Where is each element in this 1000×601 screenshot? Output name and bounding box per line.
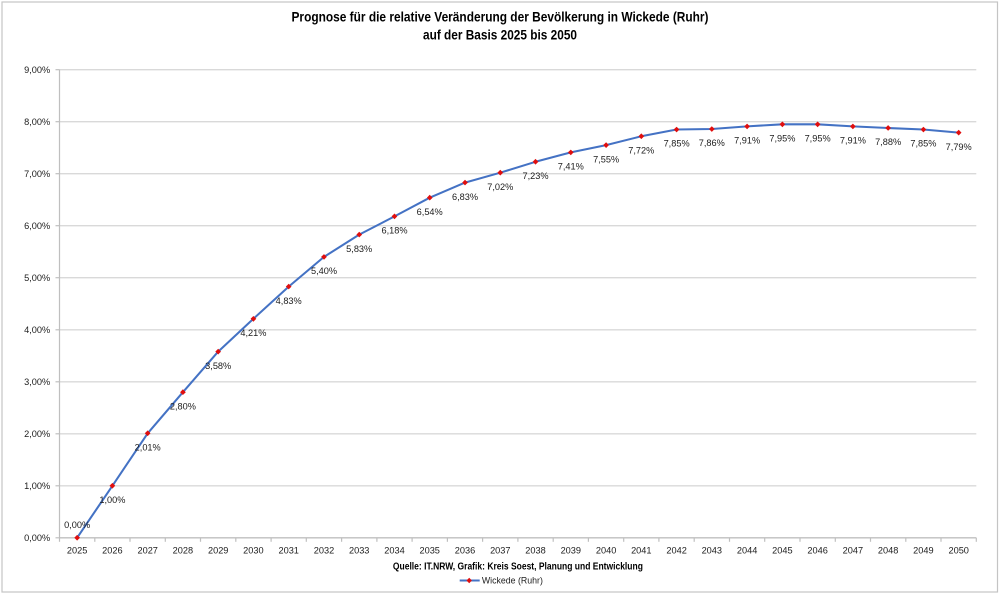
svg-text:0,00%: 0,00%	[24, 533, 50, 543]
svg-text:7,88%: 7,88%	[875, 137, 901, 147]
svg-text:1,00%: 1,00%	[24, 481, 50, 491]
svg-text:2031: 2031	[278, 545, 298, 555]
svg-text:3,00%: 3,00%	[24, 377, 50, 387]
svg-text:7,95%: 7,95%	[805, 134, 831, 144]
svg-text:7,85%: 7,85%	[664, 139, 690, 149]
svg-text:2044: 2044	[737, 545, 757, 555]
svg-text:2049: 2049	[913, 545, 933, 555]
svg-text:2046: 2046	[807, 545, 827, 555]
svg-text:9,00%: 9,00%	[24, 65, 50, 75]
svg-text:2036: 2036	[455, 545, 475, 555]
svg-text:6,83%: 6,83%	[452, 192, 478, 202]
svg-text:2039: 2039	[561, 545, 581, 555]
svg-text:0,00%: 0,00%	[64, 520, 90, 530]
svg-text:2040: 2040	[596, 545, 616, 555]
svg-text:7,91%: 7,91%	[840, 136, 866, 146]
svg-text:4,00%: 4,00%	[24, 325, 50, 335]
svg-text:5,83%: 5,83%	[346, 244, 372, 254]
svg-text:7,79%: 7,79%	[946, 142, 972, 152]
svg-text:2029: 2029	[208, 545, 228, 555]
svg-text:6,00%: 6,00%	[24, 221, 50, 231]
svg-text:Prognose für die relative Verä: Prognose für die relative Veränderung de…	[292, 9, 709, 25]
svg-text:7,85%: 7,85%	[910, 139, 936, 149]
svg-text:6,54%: 6,54%	[417, 207, 443, 217]
svg-text:2037: 2037	[490, 545, 510, 555]
svg-text:7,02%: 7,02%	[487, 182, 513, 192]
svg-text:2043: 2043	[702, 545, 722, 555]
svg-text:5,00%: 5,00%	[24, 273, 50, 283]
svg-text:7,72%: 7,72%	[628, 146, 654, 156]
svg-text:7,41%: 7,41%	[558, 162, 584, 172]
svg-text:4,83%: 4,83%	[276, 296, 302, 306]
svg-text:2026: 2026	[102, 545, 122, 555]
svg-text:2035: 2035	[419, 545, 439, 555]
svg-text:2,00%: 2,00%	[24, 429, 50, 439]
svg-text:Quelle: IT.NRW, Grafik: Kreis: Quelle: IT.NRW, Grafik: Kreis Soest, Pla…	[393, 560, 643, 572]
svg-text:5,40%: 5,40%	[311, 266, 337, 276]
svg-text:2033: 2033	[349, 545, 369, 555]
svg-text:7,00%: 7,00%	[24, 169, 50, 179]
svg-text:2028: 2028	[173, 545, 193, 555]
svg-text:2047: 2047	[843, 545, 863, 555]
svg-text:7,95%: 7,95%	[769, 134, 795, 144]
svg-text:8,00%: 8,00%	[24, 117, 50, 127]
svg-text:7,55%: 7,55%	[593, 154, 619, 164]
svg-text:2041: 2041	[631, 545, 651, 555]
svg-text:2045: 2045	[772, 545, 792, 555]
svg-text:2025: 2025	[67, 545, 87, 555]
svg-text:3,58%: 3,58%	[205, 361, 231, 371]
svg-text:2,01%: 2,01%	[135, 443, 161, 453]
svg-text:Wickede (Ruhr): Wickede (Ruhr)	[482, 576, 543, 587]
svg-text:2048: 2048	[878, 545, 898, 555]
svg-text:4,21%: 4,21%	[240, 328, 266, 338]
svg-text:2032: 2032	[314, 545, 334, 555]
svg-text:2050: 2050	[948, 545, 968, 555]
svg-text:1,00%: 1,00%	[99, 495, 125, 505]
svg-text:2038: 2038	[525, 545, 545, 555]
svg-text:2027: 2027	[137, 545, 157, 555]
svg-text:2030: 2030	[243, 545, 263, 555]
svg-text:6,18%: 6,18%	[381, 226, 407, 236]
svg-text:2042: 2042	[666, 545, 686, 555]
svg-text:7,23%: 7,23%	[522, 171, 548, 181]
svg-text:2,80%: 2,80%	[170, 401, 196, 411]
svg-text:2034: 2034	[384, 545, 404, 555]
svg-text:auf der Basis 2025 bis 2050: auf der Basis 2025 bis 2050	[423, 26, 577, 42]
svg-text:7,91%: 7,91%	[734, 136, 760, 146]
svg-text:7,86%: 7,86%	[699, 138, 725, 148]
